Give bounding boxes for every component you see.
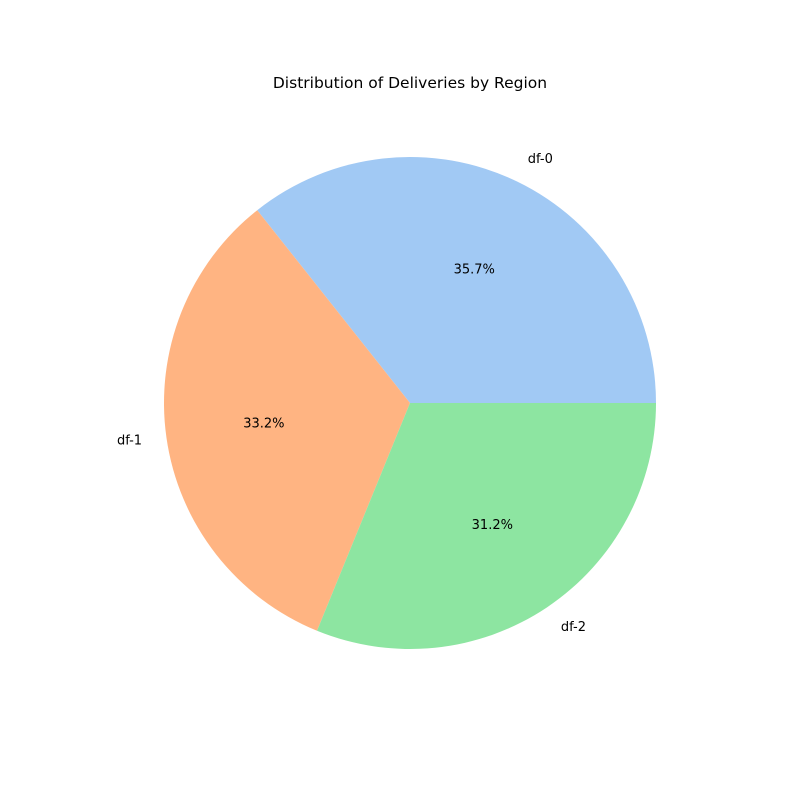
pie-slice-df-1	[164, 210, 410, 631]
pie-slice-df-0	[257, 157, 656, 403]
pie-slices	[164, 157, 656, 649]
percent-label-df-1: 33.2%	[243, 416, 284, 431]
percent-label-df-2: 31.2%	[472, 518, 513, 533]
chart-title: Distribution of Deliveries by Region	[273, 74, 547, 92]
slice-label-df-0: df-0	[528, 152, 553, 167]
pie-labels: df-0 35.7% df-1 33.2% df-2 31.2%	[117, 152, 586, 635]
pie-slice-df-2	[317, 403, 656, 649]
percent-label-df-0: 35.7%	[454, 263, 495, 278]
slice-label-df-1: df-1	[117, 434, 142, 449]
slice-label-df-2: df-2	[561, 620, 586, 635]
